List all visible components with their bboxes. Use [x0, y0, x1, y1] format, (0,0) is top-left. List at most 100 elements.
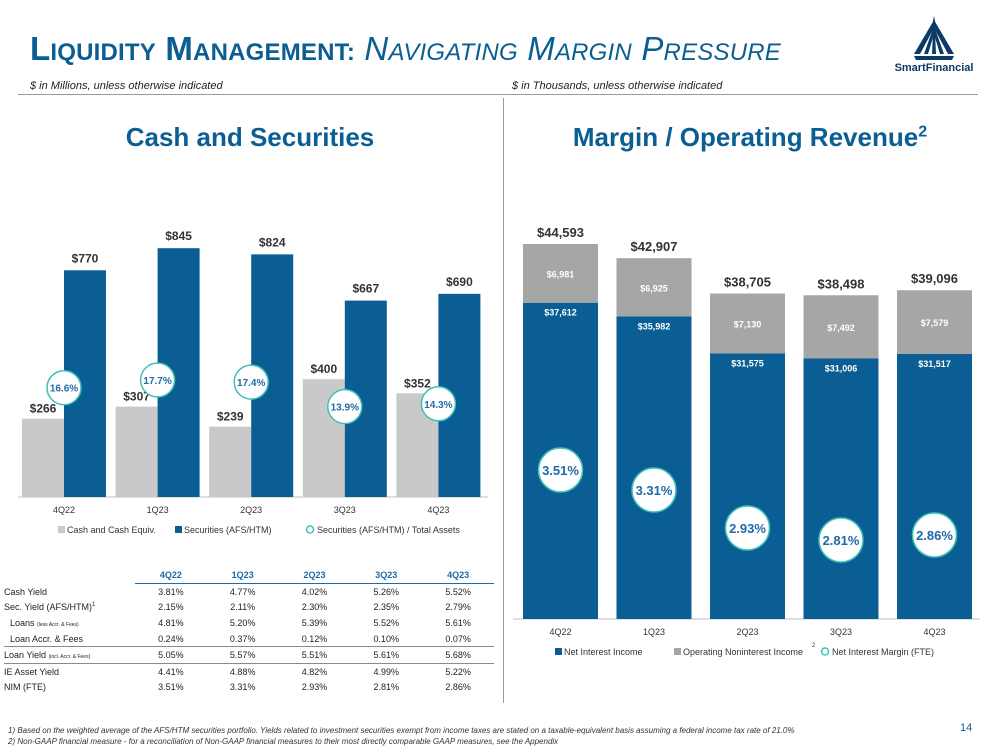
nim-marker: [818, 517, 864, 563]
table-cell: 4.81%: [158, 617, 184, 628]
table-row: Sec. Yield (AFS/HTM)1 2.15% 2.11% 2.30% …: [4, 600, 494, 616]
category-label: 2Q23: [240, 505, 262, 515]
yield-table-header: 4Q22 1Q23 2Q23 3Q23 4Q23: [4, 570, 494, 584]
yield-col-header: 3Q23: [350, 570, 423, 584]
table-cell: 2.15%: [158, 602, 184, 613]
table-cell: 2.86%: [445, 682, 471, 693]
table-cell: 4.82%: [278, 662, 351, 680]
row-label: Loans (less Accr. & Fees): [10, 617, 79, 628]
total-label: $44,593: [537, 225, 584, 240]
row-label: NIM (FTE): [4, 682, 46, 693]
category-label: 4Q23: [923, 627, 945, 637]
legend-ratio-label: Securities (AFS/HTM) / Total Assets: [317, 525, 460, 535]
cash-bar: [209, 426, 252, 497]
noninterest-income-label: $7,579: [921, 318, 949, 328]
panel-divider: [503, 98, 504, 703]
header-divider: [18, 94, 978, 95]
nim-marker: [631, 467, 677, 513]
legend-cash-label: Cash and Cash Equiv.: [67, 525, 156, 535]
nim-label: 2.81%: [823, 533, 860, 548]
ratio-label: 17.7%: [143, 376, 171, 387]
table-row: IE Asset Yield 4.41% 4.88% 4.82% 4.99% 5…: [4, 662, 494, 680]
cash-bar: [22, 418, 64, 497]
table-row: NIM (FTE) 3.51% 3.31% 2.93% 2.81% 2.86%: [4, 680, 494, 696]
ratio-label: 13.9%: [331, 403, 359, 414]
nim-marker: [537, 447, 584, 493]
table-cell: 5.26%: [373, 586, 400, 597]
table-cell: 3.31%: [229, 682, 256, 693]
page-number: 14: [960, 722, 973, 734]
table-row: Loan Yield (incl. Accr. & Fees) 5.05% 5.…: [4, 646, 494, 664]
nim-marker: [911, 512, 958, 558]
net-interest-income-bar: [897, 353, 972, 619]
nim-label: 3.31%: [636, 483, 673, 498]
nim-label: 3.51%: [542, 463, 579, 478]
legend-nim-label: Net Interest Margin (FTE): [832, 647, 934, 657]
category-label: 4Q23: [427, 505, 449, 515]
nim-label: 2.86%: [916, 528, 953, 543]
table-cell: 2.81%: [373, 682, 400, 693]
table-row: Cash Yield 3.81% 4.77% 4.02% 5.26% 5.52%: [4, 584, 494, 600]
cash-bar-label: $266: [30, 402, 57, 416]
row-label: Loan Accr. & Fees: [10, 633, 84, 644]
row-label: Loan Yield (incl. Accr. & Fees): [4, 646, 135, 664]
noninterest-income-label: $6,981: [547, 269, 575, 279]
category-label: 4Q22: [549, 627, 571, 637]
legend-securities-swatch: [175, 526, 182, 533]
cash-bar-label: $400: [310, 362, 337, 376]
right-panel-title: Margin / Operating Revenue2: [572, 122, 928, 152]
legend-nim-swatch: [820, 647, 830, 656]
table-cell: 4.99%: [350, 662, 423, 680]
cash-bar-label: $239: [217, 410, 244, 424]
table-cell: 5.57%: [206, 646, 279, 664]
table-row: Loan Accr. & Fees 0.24% 0.37% 0.12% 0.10…: [4, 631, 494, 647]
ratio-label: 14.3%: [424, 400, 452, 411]
row-label: IE Asset Yield: [4, 662, 135, 680]
category-label: 3Q23: [830, 627, 852, 637]
noninterest-income-bar: [616, 258, 692, 317]
securities-bar-label: $770: [72, 251, 99, 265]
net-interest-income-label: $31,517: [918, 359, 951, 369]
table-cell: 2.93%: [301, 682, 328, 693]
logo-text: SmartFinancial: [894, 62, 974, 74]
net-interest-income-bar: [710, 353, 785, 619]
noninterest-income-label: $7,130: [734, 319, 762, 329]
footnote-2: 2) Non-GAAP financial measure - for a re…: [8, 737, 559, 746]
net-interest-income-label: $35,982: [638, 321, 671, 331]
category-label: 4Q22: [53, 505, 75, 515]
net-interest-income-label: $37,612: [544, 308, 577, 318]
company-logo: SmartFinancial: [884, 14, 984, 74]
legend-cash-swatch: [58, 526, 65, 533]
ratio-marker: [139, 362, 176, 398]
table-cell: 2.35%: [373, 602, 400, 613]
legend-nii-swatch: [555, 648, 562, 655]
ratio-marker: [233, 364, 269, 400]
table-cell: 2.30%: [301, 602, 328, 613]
table-cell: 2.79%: [445, 602, 471, 613]
securities-bar-label: $667: [352, 282, 379, 296]
legend-nii-label: Net Interest Income: [564, 647, 643, 657]
cash-bar-label: $352: [404, 376, 431, 390]
table-cell: 5.51%: [278, 646, 351, 664]
noninterest-income-bar: [897, 290, 972, 354]
margin-revenue-chart: $37,612 $6,981 $44,593 3.51% 4Q22 $35,982 $6,9…: [513, 225, 980, 657]
table-cell: 4.88%: [206, 662, 279, 680]
total-label: $42,907: [631, 239, 678, 254]
noninterest-income-bar: [710, 293, 785, 354]
table-cell: 0.12%: [301, 633, 328, 644]
total-label: $38,705: [724, 275, 771, 290]
legend-noni-label: Operating Noninterest Income: [683, 647, 803, 657]
row-label: Sec. Yield (AFS/HTM)1: [4, 602, 96, 613]
legend-ratio-swatch: [305, 525, 315, 534]
table-row: Loans (less Accr. & Fees) 4.81% 5.20% 5.…: [4, 615, 494, 631]
cash-bar-label: $307: [123, 390, 150, 404]
right-units-note: $ in Thousands, unless otherwise indicat…: [512, 80, 723, 92]
table-cell: 3.81%: [158, 586, 184, 597]
yield-table: 4Q22 1Q23 2Q23 3Q23 4Q23 Cash Yield 3.81…: [4, 570, 494, 695]
legend-noni-swatch: [674, 648, 681, 655]
total-label: $39,096: [911, 271, 958, 286]
table-cell: 5.61%: [350, 646, 423, 664]
cash-bar: [115, 406, 158, 497]
table-cell: 5.61%: [445, 617, 471, 628]
yield-col-header: 1Q23: [206, 570, 279, 584]
